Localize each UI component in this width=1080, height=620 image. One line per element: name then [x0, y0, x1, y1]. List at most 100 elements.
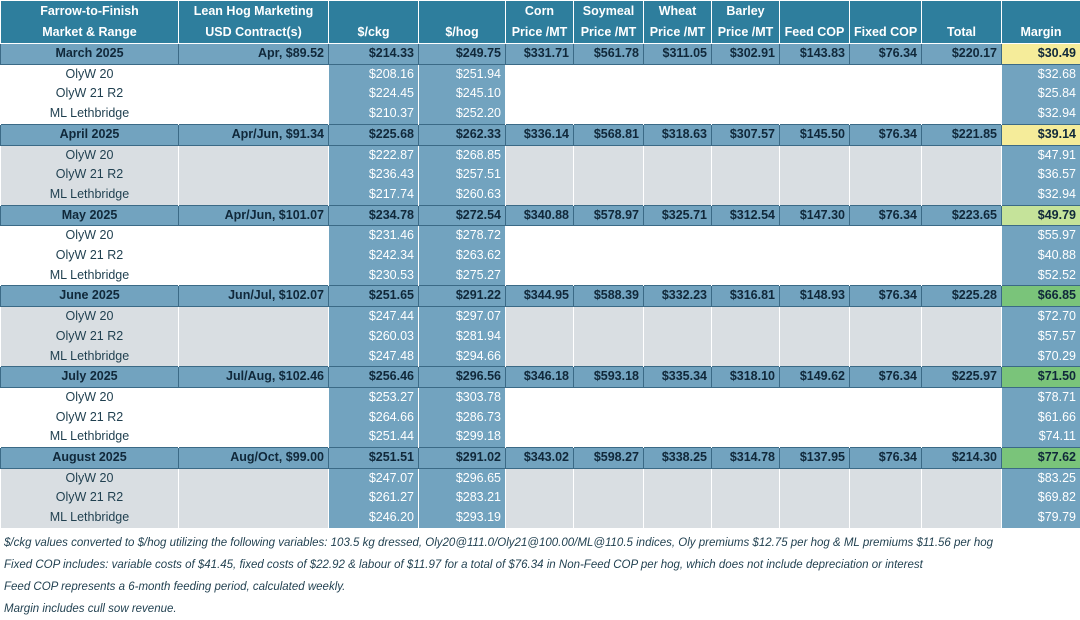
cell-soymeal: $561.78: [574, 44, 644, 65]
cell-hog: $272.54: [419, 205, 506, 226]
cell-soymeal: [574, 165, 644, 185]
cell-total: $223.65: [922, 205, 1002, 226]
cell-corn: $346.18: [506, 367, 574, 388]
cell-corn: [506, 427, 574, 447]
cell-feed-cop: [780, 508, 850, 528]
header-fixed-cop-line: [854, 1, 917, 22]
cell-contract: Apr/Jun, $101.07: [179, 205, 329, 226]
cell-contract: [179, 327, 329, 347]
cell-plant: OlyW 20: [1, 64, 179, 84]
header-ckg-line: [333, 1, 414, 22]
cell-hog: $257.51: [419, 165, 506, 185]
cell-wheat: $311.05: [644, 44, 712, 65]
cell-barley: [712, 387, 780, 407]
cell-margin: $30.49: [1002, 44, 1080, 65]
plant-row: OlyW 20$253.27$303.78$78.71: [1, 387, 1080, 407]
cell-contract: [179, 145, 329, 165]
header-soymeal-line: Price /MT: [578, 22, 639, 43]
cell-corn: $344.95: [506, 286, 574, 307]
cell-ckg: $214.33: [329, 44, 419, 65]
cell-wheat: [644, 327, 712, 347]
header-wheat-line: Price /MT: [648, 22, 707, 43]
cell-fixed-cop: [850, 488, 922, 508]
cell-margin: $71.50: [1002, 367, 1080, 388]
cell-total: $225.28: [922, 286, 1002, 307]
cell-feed-cop: [780, 64, 850, 84]
cell-total: [922, 165, 1002, 185]
cell-contract: [179, 307, 329, 327]
cell-feed-cop: [780, 347, 850, 367]
cell-fixed-cop: [850, 307, 922, 327]
cell-fixed-cop: [850, 165, 922, 185]
cell-plant: OlyW 20: [1, 145, 179, 165]
cell-soymeal: [574, 488, 644, 508]
cell-corn: [506, 266, 574, 286]
plant-row: ML Lethbridge$210.37$252.20$32.94: [1, 104, 1080, 124]
cell-wheat: [644, 84, 712, 104]
cell-total: [922, 468, 1002, 488]
cell-fixed-cop: [850, 347, 922, 367]
cell-margin: $40.88: [1002, 246, 1080, 266]
cell-hog: $297.07: [419, 307, 506, 327]
cell-fixed-cop: [850, 427, 922, 447]
cell-contract: [179, 387, 329, 407]
cell-soymeal: $598.27: [574, 448, 644, 469]
cell-barley: $316.81: [712, 286, 780, 307]
cell-month: May 2025: [1, 205, 179, 226]
cell-ckg: $260.03: [329, 327, 419, 347]
cell-wheat: $335.34: [644, 367, 712, 388]
cell-wheat: [644, 246, 712, 266]
plant-row: OlyW 20$208.16$251.94$32.68: [1, 64, 1080, 84]
cell-margin: $78.71: [1002, 387, 1080, 407]
cell-fixed-cop: [850, 226, 922, 246]
cell-soymeal: [574, 327, 644, 347]
cell-margin: $69.82: [1002, 488, 1080, 508]
cell-hog: $278.72: [419, 226, 506, 246]
cell-margin: $25.84: [1002, 84, 1080, 104]
cell-fixed-cop: [850, 387, 922, 407]
cell-soymeal: [574, 408, 644, 428]
cell-margin: $49.79: [1002, 205, 1080, 226]
cell-barley: [712, 226, 780, 246]
header-feed-cop: Feed COP: [780, 1, 850, 44]
header-margin-line: [1006, 1, 1076, 22]
cell-feed-cop: [780, 226, 850, 246]
cell-plant: OlyW 20: [1, 387, 179, 407]
cell-margin: $57.57: [1002, 327, 1080, 347]
cell-ckg: $230.53: [329, 266, 419, 286]
cell-total: [922, 64, 1002, 84]
header-ckg: $/ckg: [329, 1, 419, 44]
cell-feed-cop: [780, 488, 850, 508]
cell-total: [922, 387, 1002, 407]
cell-plant: OlyW 21 R2: [1, 488, 179, 508]
cell-wheat: [644, 488, 712, 508]
cell-contract: [179, 347, 329, 367]
cell-hog: $260.63: [419, 185, 506, 205]
cell-feed-cop: $149.62: [780, 367, 850, 388]
header-contract-line: USD Contract(s): [183, 22, 324, 43]
cell-total: [922, 104, 1002, 124]
cell-barley: [712, 408, 780, 428]
cell-feed-cop: [780, 165, 850, 185]
cell-barley: [712, 266, 780, 286]
cell-total: [922, 488, 1002, 508]
cell-feed-cop: $137.95: [780, 448, 850, 469]
header-total: Total: [922, 1, 1002, 44]
cell-hog: $293.19: [419, 508, 506, 528]
cell-contract: Apr/Jun, $91.34: [179, 124, 329, 145]
header-contract-line: Lean Hog Marketing: [183, 1, 324, 22]
cell-contract: Jul/Aug, $102.46: [179, 367, 329, 388]
cell-fixed-cop: [850, 64, 922, 84]
cell-hog: $252.20: [419, 104, 506, 124]
cell-soymeal: [574, 508, 644, 528]
cell-barley: [712, 185, 780, 205]
cell-plant: OlyW 21 R2: [1, 165, 179, 185]
cell-margin: $77.62: [1002, 448, 1080, 469]
cell-month: July 2025: [1, 367, 179, 388]
cell-contract: [179, 488, 329, 508]
cell-soymeal: [574, 226, 644, 246]
footnotes: $/ckg values converted to $/hog utilizin…: [0, 528, 1080, 620]
cell-feed-cop: $145.50: [780, 124, 850, 145]
